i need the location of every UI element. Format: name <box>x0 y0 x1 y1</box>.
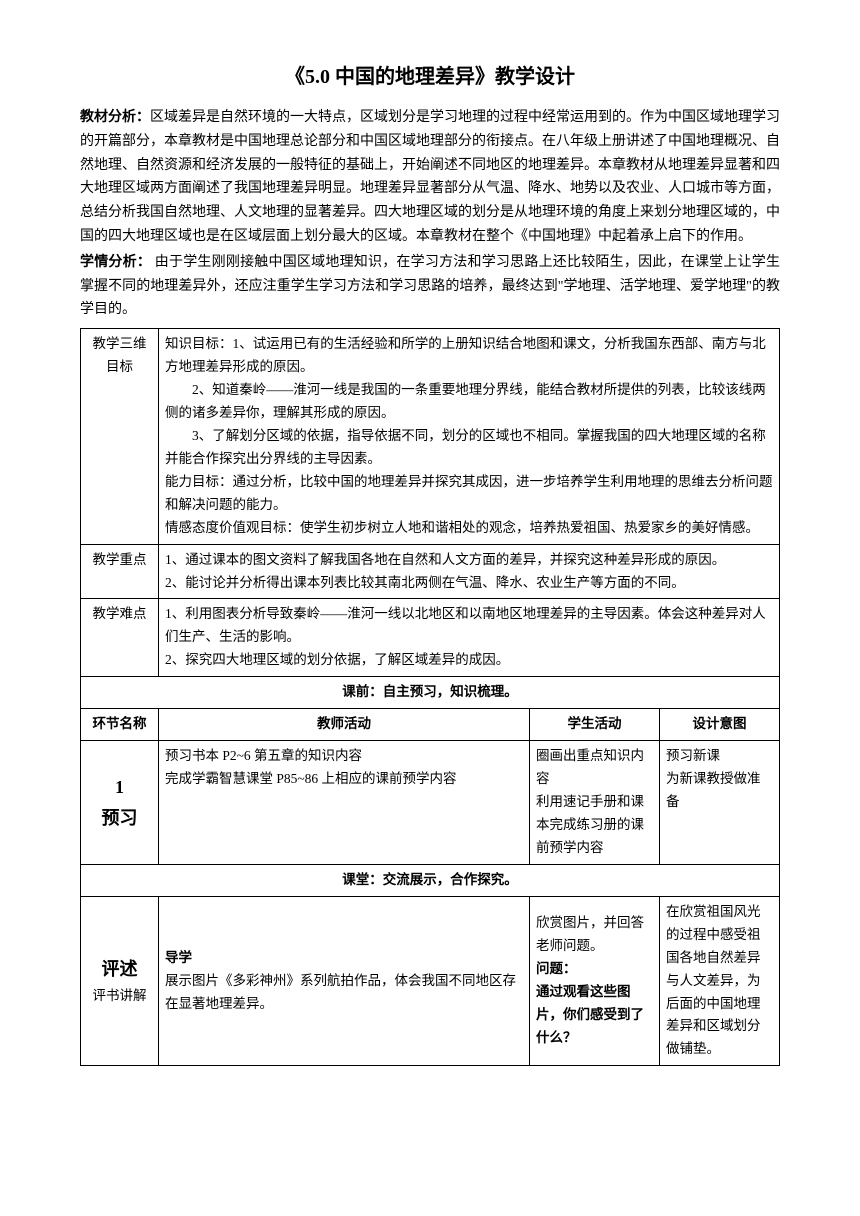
goals-content: 知识目标：1、试运用已有的生活经验和所学的上册知识结合地图和课文，分析我国东西部… <box>159 329 780 544</box>
keypoint-2: 2、能讨论并分析得出课本列表比较其南北两侧在气温、降水、农业生产等方面的不同。 <box>165 575 685 590</box>
goal-k1: 知识目标：1、试运用已有的生活经验和所学的上册知识结合地图和课文，分析我国东西部… <box>165 336 766 374</box>
review-label1: 评述 <box>87 954 152 985</box>
preview-row: 1 预习 预习书本 P2~6 第五章的知识内容 完成学霸智慧课堂 P85~86 … <box>81 741 780 865</box>
headers-row: 环节名称 教师活动 学生活动 设计意图 <box>81 709 780 741</box>
lesson-table: 教学三维目标 知识目标：1、试运用已有的生活经验和所学的上册知识结合地图和课文，… <box>80 328 780 1066</box>
preview-t1: 预习书本 P2~6 第五章的知识内容 <box>165 748 362 763</box>
review-lead: 导学 <box>165 950 192 965</box>
preview-s1: 圈画出重点知识内容 <box>536 748 644 786</box>
header-teacher: 教师活动 <box>159 709 530 741</box>
preview-label: 预习 <box>87 803 152 834</box>
difficulty-label: 教学难点 <box>81 599 159 677</box>
header-phase: 环节名称 <box>81 709 159 741</box>
preview-i1: 预习新课 <box>666 748 720 763</box>
goal-k3: 3、了解划分区域的依据，指导依据不同，划分的区域也不相同。掌握我国的四大地理区域… <box>165 425 773 471</box>
preview-s2: 利用速记手册和课本完成练习册的课前预学内容 <box>536 794 644 855</box>
review-q-label: 问题： <box>536 961 577 976</box>
page-title: 《5.0 中国的地理差异》教学设计 <box>80 60 780 94</box>
review-s1: 欣赏图片，并回答老师问题。 <box>536 915 644 953</box>
material-text: 区域差异是自然环境的一大特点，区域划分是学习地理的过程中经常运用到的。作为中国区… <box>80 110 780 244</box>
header-student: 学生活动 <box>530 709 660 741</box>
difficulty-content: 1、利用图表分析导致秦岭——淮河一线以北地区和以南地区地理差异的主导因素。体会这… <box>159 599 780 677</box>
keypoint-content: 1、通过课本的图文资料了解我国各地在自然和人文方面的差异，并探究这种差异形成的原… <box>159 544 780 599</box>
goal-ability: 能力目标：通过分析，比较中国的地理差异并探究其成因，进一步培养学生利用地理的思维… <box>165 474 773 512</box>
review-teacher: 导学 展示图片《多彩神州》系列航拍作品，体会我国不同地区存在显著地理差异。 <box>159 896 530 1066</box>
keypoint-row: 教学重点 1、通过课本的图文资料了解我国各地在自然和人文方面的差异，并探究这种差… <box>81 544 780 599</box>
review-label2: 评书讲解 <box>87 985 152 1008</box>
section1-row: 课前：自主预习，知识梳理。 <box>81 677 780 709</box>
section1-header: 课前：自主预习，知识梳理。 <box>81 677 780 709</box>
difficulty-row: 教学难点 1、利用图表分析导致秦岭——淮河一线以北地区和以南地区地理差异的主导因… <box>81 599 780 677</box>
goals-label: 教学三维目标 <box>81 329 159 544</box>
review-label-cell: 评述 评书讲解 <box>81 896 159 1066</box>
preview-intent: 预习新课 为新课教授做准备 <box>660 741 780 865</box>
preview-label-cell: 1 预习 <box>81 741 159 865</box>
goal-k2: 2、知道秦岭——淮河一线是我国的一条重要地理分界线，能结合教材所提供的列表，比较… <box>165 379 773 425</box>
difficulty-2: 2、探究四大地理区域的划分依据，了解区域差异的成因。 <box>165 652 509 667</box>
student-analysis: 学情分析： 由于学生刚刚接触中国区域地理知识，在学习方法和学习思路上还比较陌生，… <box>80 251 780 322</box>
header-intent: 设计意图 <box>660 709 780 741</box>
difficulty-1: 1、利用图表分析导致秦岭——淮河一线以北地区和以南地区地理差异的主导因素。体会这… <box>165 606 766 644</box>
keypoint-label: 教学重点 <box>81 544 159 599</box>
section2-header: 课堂：交流展示，合作探究。 <box>81 864 780 896</box>
goal-emotion: 情感态度价值观目标：使学生初步树立人地和谐相处的观念，培养热爱祖国、热爱家乡的美… <box>165 520 759 535</box>
preview-teacher: 预习书本 P2~6 第五章的知识内容 完成学霸智慧课堂 P85~86 上相应的课… <box>159 741 530 865</box>
preview-t2: 完成学霸智慧课堂 P85~86 上相应的课前预学内容 <box>165 771 457 786</box>
preview-num: 1 <box>87 772 152 803</box>
student-label: 学情分析： <box>80 255 151 270</box>
review-teacher-text: 展示图片《多彩神州》系列航拍作品，体会我国不同地区存在显著地理差异。 <box>165 973 516 1011</box>
material-analysis: 教材分析：区域差异是自然环境的一大特点，区域划分是学习地理的过程中经常运用到的。… <box>80 106 780 249</box>
material-label: 教材分析： <box>80 110 150 125</box>
review-intent: 在欣赏祖国风光的过程中感受祖国各地自然差异与人文差异，为后面的中国地理差异和区域… <box>660 896 780 1066</box>
preview-student: 圈画出重点知识内容 利用速记手册和课本完成练习册的课前预学内容 <box>530 741 660 865</box>
goals-row: 教学三维目标 知识目标：1、试运用已有的生活经验和所学的上册知识结合地图和课文，… <box>81 329 780 544</box>
review-row: 评述 评书讲解 导学 展示图片《多彩神州》系列航拍作品，体会我国不同地区存在显著… <box>81 896 780 1066</box>
preview-i2: 为新课教授做准备 <box>666 771 761 809</box>
review-q: 通过观看这些图片，你们感受到了什么？ <box>536 984 644 1045</box>
section2-row: 课堂：交流展示，合作探究。 <box>81 864 780 896</box>
review-student: 欣赏图片，并回答老师问题。 问题： 通过观看这些图片，你们感受到了什么？ <box>530 896 660 1066</box>
keypoint-1: 1、通过课本的图文资料了解我国各地在自然和人文方面的差异，并探究这种差异形成的原… <box>165 552 725 567</box>
student-text: 由于学生刚刚接触中国区域地理知识，在学习方法和学习思路上还比较陌生，因此，在课堂… <box>80 255 780 318</box>
